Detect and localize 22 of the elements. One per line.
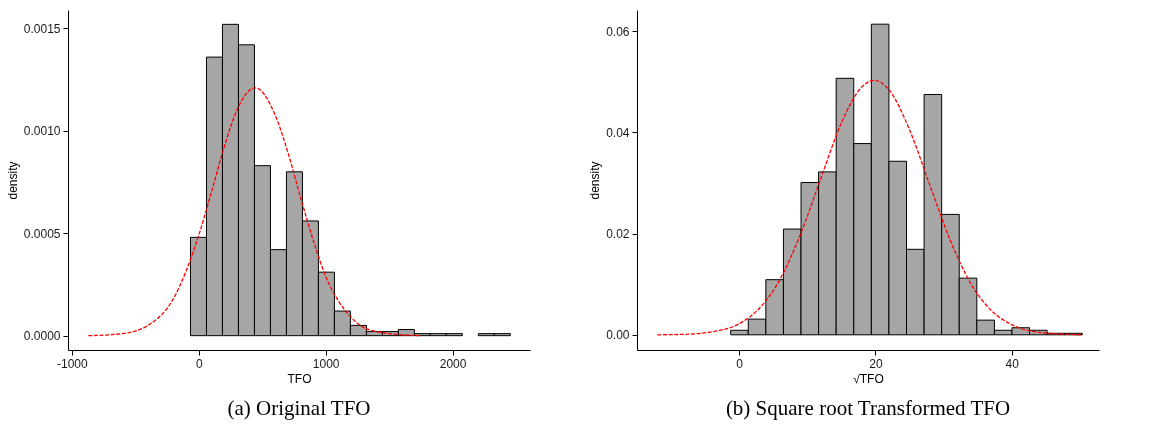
text: (b) Square root Transformed TFO bbox=[725, 396, 1011, 420]
x-tick-label: -1000 bbox=[56, 356, 88, 371]
x-tick-label: 40 bbox=[1005, 356, 1020, 371]
y-tick-label: 0.04 bbox=[606, 125, 630, 140]
x-tick-label: 0 bbox=[195, 356, 203, 371]
y-tick-label: 0.06 bbox=[606, 24, 630, 39]
x-axis-title: √TFO bbox=[853, 371, 884, 386]
x-tick-label: 0 bbox=[736, 356, 744, 371]
y-tick-label: 0.0015 bbox=[23, 21, 61, 36]
y-tick-label: 0.0000 bbox=[23, 329, 61, 344]
x-tick-label: 20 bbox=[869, 356, 883, 371]
y-axis-title: density bbox=[5, 161, 20, 200]
y-axis-title: density bbox=[588, 161, 603, 200]
x-tick-label: 2000 bbox=[439, 356, 467, 371]
x-axis-title: TFO bbox=[287, 371, 312, 386]
y-tick-label: 0.02 bbox=[606, 227, 630, 242]
y-tick-label: 0.00 bbox=[606, 328, 630, 343]
y-tick-label: 0.0010 bbox=[23, 124, 61, 139]
line-series bbox=[656, 79, 1083, 336]
y-tick-label: 0.0005 bbox=[23, 226, 61, 241]
text: (a) Original TFO bbox=[227, 396, 371, 420]
x-tick-label: 1000 bbox=[312, 356, 340, 371]
